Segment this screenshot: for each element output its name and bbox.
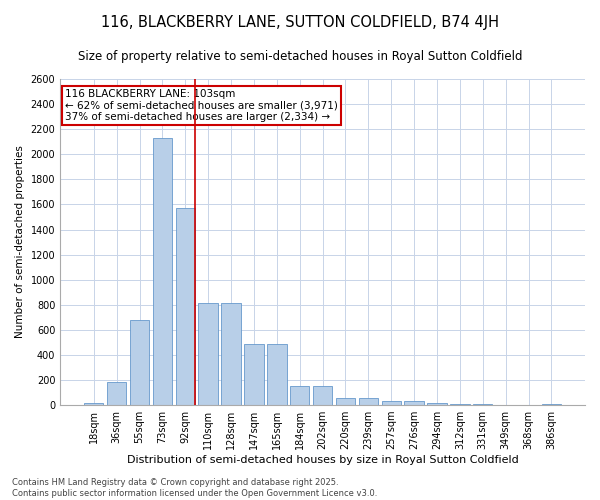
Text: Size of property relative to semi-detached houses in Royal Sutton Coldfield: Size of property relative to semi-detach… — [78, 50, 522, 63]
Bar — [473, 404, 493, 405]
Bar — [107, 382, 127, 405]
Text: Contains HM Land Registry data © Crown copyright and database right 2025.
Contai: Contains HM Land Registry data © Crown c… — [12, 478, 377, 498]
Bar — [359, 398, 378, 405]
Bar — [427, 403, 447, 405]
Bar — [84, 403, 103, 405]
Bar — [450, 404, 470, 405]
Bar — [336, 398, 355, 405]
Bar — [290, 386, 310, 405]
Bar — [221, 304, 241, 405]
Text: 116 BLACKBERRY LANE: 103sqm
← 62% of semi-detached houses are smaller (3,971)
37: 116 BLACKBERRY LANE: 103sqm ← 62% of sem… — [65, 89, 338, 122]
Bar — [152, 138, 172, 405]
Bar — [199, 304, 218, 405]
Y-axis label: Number of semi-detached properties: Number of semi-detached properties — [15, 146, 25, 338]
Bar — [382, 400, 401, 405]
Bar — [176, 208, 195, 405]
Bar — [130, 320, 149, 405]
Text: 116, BLACKBERRY LANE, SUTTON COLDFIELD, B74 4JH: 116, BLACKBERRY LANE, SUTTON COLDFIELD, … — [101, 15, 499, 30]
X-axis label: Distribution of semi-detached houses by size in Royal Sutton Coldfield: Distribution of semi-detached houses by … — [127, 455, 518, 465]
Bar — [404, 400, 424, 405]
Bar — [542, 404, 561, 405]
Bar — [313, 386, 332, 405]
Bar — [267, 344, 287, 405]
Bar — [244, 344, 263, 405]
